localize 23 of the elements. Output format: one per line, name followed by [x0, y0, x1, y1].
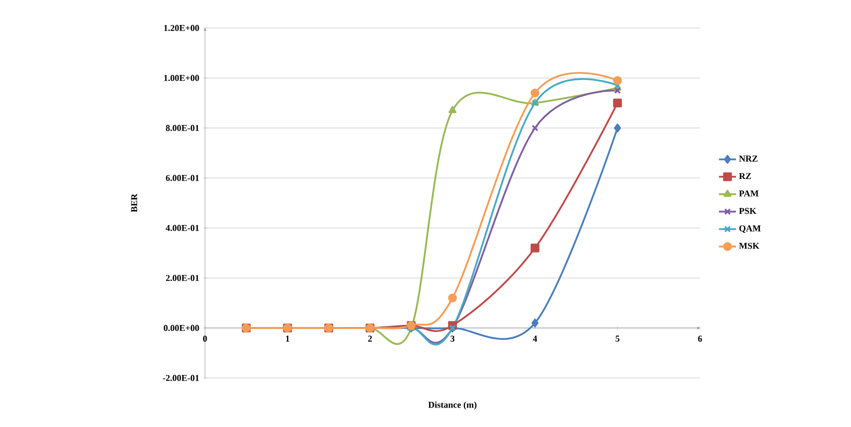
y-axis-title: BER	[131, 194, 138, 212]
y-tick-label: 1.00E+00	[164, 74, 199, 82]
y-tick-label: 0.00E+00	[164, 324, 199, 332]
legend-label: NRZ	[739, 156, 758, 162]
x-tick-label: 5	[616, 336, 620, 342]
y-tick-label: 2.00E-01	[166, 274, 199, 282]
y-tick-label: 6.00E-01	[166, 174, 199, 182]
legend-label: PSK	[739, 208, 756, 214]
x-tick-label: 4	[532, 336, 538, 342]
y-tick-label: 8.00E-01	[166, 124, 199, 132]
x-tick-label: 3	[450, 336, 454, 342]
x-tick-label: 1	[286, 336, 290, 342]
y-tick-label: 4.00E-01	[166, 224, 199, 232]
y-tick-label: -2.00E-01	[162, 374, 199, 382]
x-tick-label: 6	[698, 336, 702, 342]
legend-label: RZ	[739, 173, 751, 179]
x-axis-title: Distance (m)	[428, 402, 476, 410]
x-tick-label: 0	[203, 336, 207, 342]
x-tick-label: 2	[368, 336, 372, 342]
legend-label: PAM	[739, 190, 758, 196]
legend-label: MSK	[739, 242, 760, 249]
y-tick-label: 1.20E+00	[164, 24, 199, 32]
legend-label: QAM	[739, 225, 761, 233]
